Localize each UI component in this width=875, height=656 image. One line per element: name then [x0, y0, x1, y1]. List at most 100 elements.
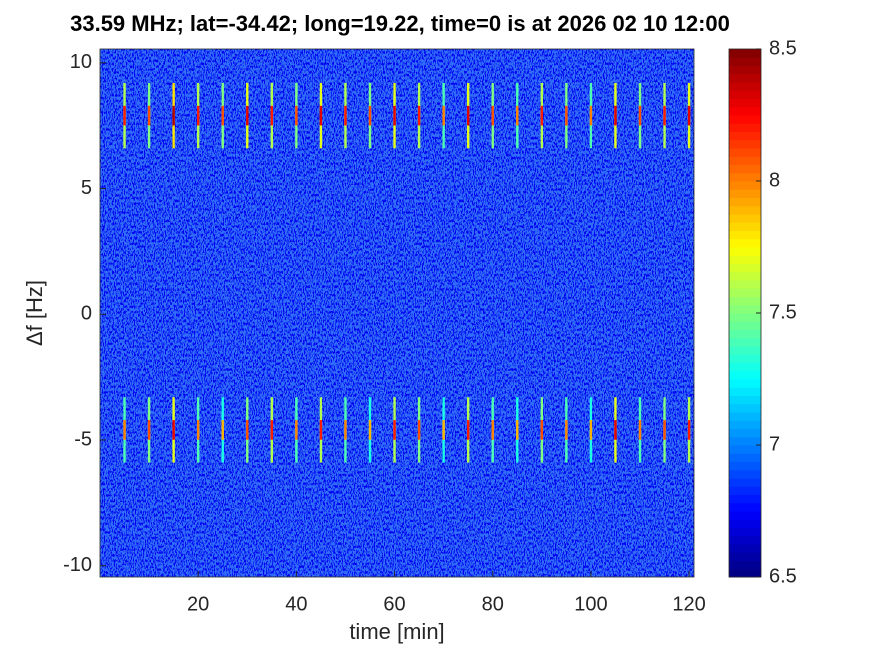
x-tick-label: 120 [672, 593, 705, 615]
colorbar-step [729, 535, 761, 545]
colorbar-step [729, 172, 761, 182]
y-axis-label: Δf [Hz] [22, 280, 47, 346]
pulse-core [270, 420, 274, 440]
colorbar-step [729, 445, 761, 454]
colorbar-step [729, 49, 761, 58]
colorbar-step [729, 82, 761, 91]
pulse-core [491, 420, 494, 440]
colorbar-step [729, 271, 761, 281]
colorbar-step [729, 403, 761, 413]
pulse-core [540, 420, 544, 440]
pulse-core [246, 420, 249, 440]
pulse-core [172, 420, 175, 440]
pulse-core [319, 420, 323, 440]
colorbar-step [729, 238, 761, 248]
colorbar-step [729, 164, 761, 174]
pulse-core [417, 105, 421, 126]
colorbar-step [729, 436, 761, 446]
pulse-core [442, 420, 445, 440]
pulse-core [663, 105, 666, 126]
pulse-core [516, 105, 519, 126]
pulse-core [221, 420, 224, 440]
colorbar-step [729, 148, 761, 157]
colorbar-step [729, 115, 761, 124]
pulse-core [638, 420, 642, 440]
pulse-core [123, 105, 126, 126]
colorbar-step [729, 263, 761, 273]
colorbar-step [729, 354, 761, 363]
colorbar-step [729, 519, 761, 528]
colorbar-step [729, 527, 761, 537]
colorbar-step [729, 189, 761, 198]
pulse-core [589, 420, 593, 440]
colorbar-step [729, 560, 761, 570]
colorbar-step [729, 387, 761, 396]
colorbar-step [729, 478, 761, 487]
colorbar-step [729, 568, 761, 578]
pulse-core [687, 105, 691, 126]
colorbar-tick-label: 8.5 [769, 37, 797, 59]
pulse-core [172, 105, 175, 126]
pulse-core [270, 105, 274, 126]
colorbar-tick-label: 7 [769, 433, 780, 455]
colorbar-step [729, 222, 761, 231]
colorbar-step [729, 90, 761, 99]
chart-title: 33.59 MHz; lat=-34.42; long=19.22, time=… [70, 11, 730, 36]
y-tick-label: -10 [63, 554, 92, 576]
pulse-core [147, 420, 151, 440]
colorbar-step [729, 346, 761, 355]
colorbar-step [729, 280, 761, 289]
colorbar-step [729, 428, 761, 438]
y-tick-label: 0 [81, 303, 92, 325]
colorbar-step [729, 502, 761, 512]
colorbar-step [729, 139, 761, 149]
pulse-core [516, 420, 519, 440]
pulse-core [466, 420, 470, 440]
colorbar-step [729, 247, 761, 256]
pulse-core [417, 420, 421, 440]
pulse-core [344, 420, 347, 440]
pulse-core [344, 105, 347, 126]
x-tick-label: 100 [574, 593, 607, 615]
colorbar-step [729, 205, 761, 215]
x-axis-label: time [min] [349, 619, 444, 644]
pulse-core [614, 105, 617, 126]
pulse-core [589, 105, 593, 126]
colorbar-step [729, 395, 761, 405]
colorbar-tick-label: 6.5 [769, 565, 797, 587]
colorbar-step [729, 214, 761, 223]
noise-texture [100, 49, 694, 577]
pulse-core [196, 105, 200, 126]
colorbar-step [729, 156, 761, 165]
colorbar-tick-label: 7.5 [769, 301, 797, 323]
x-tick-label: 20 [187, 593, 209, 615]
pulse-core [295, 420, 298, 440]
colorbar-step [729, 57, 761, 66]
pulse-core [246, 105, 249, 126]
colorbar-tick-label: 8 [769, 169, 780, 191]
pulse-core [393, 105, 396, 126]
colorbar-step [729, 362, 761, 372]
colorbar-step [729, 288, 761, 297]
y-tick-label: -5 [74, 428, 92, 450]
pulse-core [466, 105, 470, 126]
colorbar-step [729, 544, 761, 553]
pulse-core [540, 105, 544, 126]
colorbar-step [729, 255, 761, 264]
colorbar-step [729, 370, 761, 380]
colorbar-step [729, 131, 761, 141]
colorbar-step [729, 469, 761, 479]
pulse-core [442, 105, 445, 126]
colorbar-step [729, 304, 761, 314]
colorbar-step [729, 98, 761, 108]
colorbar-step [729, 412, 761, 421]
colorbar-step [729, 65, 761, 75]
pulse-core [221, 105, 224, 126]
pulse-core [565, 420, 568, 440]
pulse-core [368, 420, 372, 440]
pulse-core [123, 420, 126, 440]
colorbar-step [729, 511, 761, 520]
colorbar-step [729, 420, 761, 429]
